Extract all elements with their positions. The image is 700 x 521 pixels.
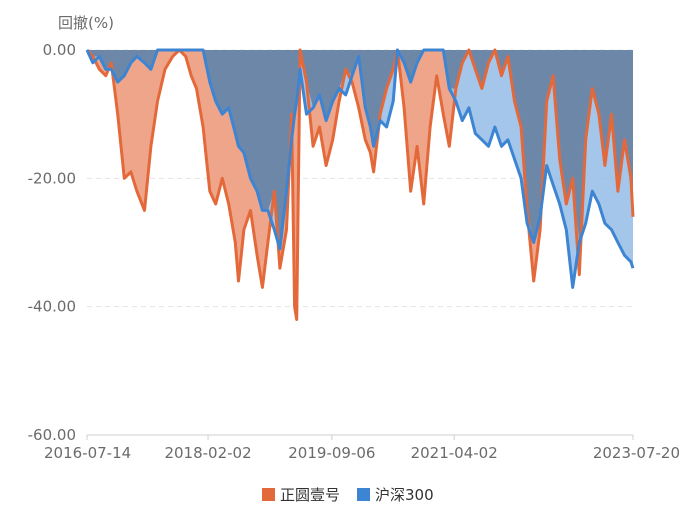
y-tick-label: -40.00 — [28, 298, 76, 316]
y-axis-title: 回撤(%) — [58, 14, 114, 32]
y-tick-label: -20.00 — [28, 169, 76, 187]
series-area-zhengyuan — [87, 50, 633, 320]
y-tick-label: 0.00 — [43, 41, 76, 59]
legend-label: 沪深300 — [375, 486, 434, 504]
legend[interactable]: 正圆壹号 沪深300 — [262, 486, 434, 504]
line-layer — [85, 48, 635, 321]
legend-label: 正圆壹号 — [280, 486, 340, 504]
legend-item-hs300[interactable]: 沪深300 — [357, 486, 434, 504]
x-tick-label: 2019-09-06 — [288, 444, 375, 462]
x-tick-label: 2016-07-14 — [44, 444, 131, 462]
y-tick-label: -60.00 — [28, 426, 76, 444]
series-area-overlap — [87, 50, 633, 249]
x-tick-label: 2018-02-02 — [164, 444, 251, 462]
legend-item-zhengyuan[interactable]: 正圆壹号 — [262, 486, 340, 504]
area-layer — [87, 50, 633, 320]
x-tick-label: 2021-04-02 — [411, 444, 498, 462]
legend-swatch — [262, 488, 275, 501]
series-line-hs300 — [85, 48, 635, 289]
x-tick-label: 2023-07-20 — [593, 444, 680, 462]
legend-swatch — [357, 488, 370, 501]
